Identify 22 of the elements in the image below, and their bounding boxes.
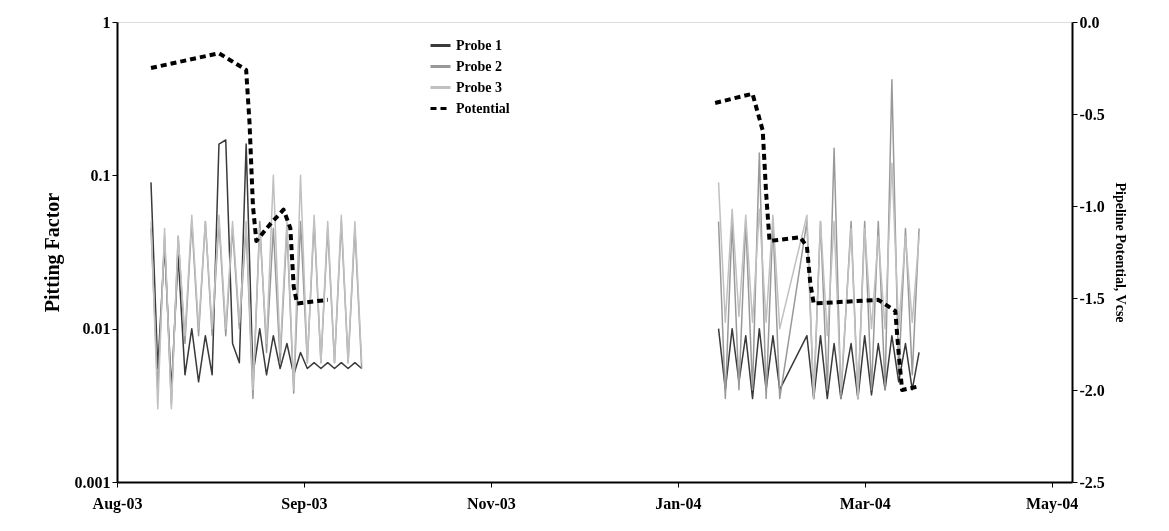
y-tick-label: 1 <box>102 13 111 31</box>
x-tick-label: Mar-04 <box>839 494 891 512</box>
y2-tick-label: -1.0 <box>1079 197 1105 215</box>
legend-label: Probe 1 <box>456 37 503 53</box>
y-tick-label: 0.001 <box>74 473 111 491</box>
y2-tick-label: 0.0 <box>1079 13 1100 31</box>
y2-tick-label: -2.0 <box>1079 381 1105 399</box>
y-axis-title: Pitting Factor <box>40 192 64 313</box>
x-tick-label: Sep-03 <box>281 494 328 513</box>
y2-tick-label: -0.5 <box>1079 105 1105 123</box>
y2-tick-label: -2.5 <box>1079 473 1105 491</box>
y2-tick-label: -1.5 <box>1079 289 1105 307</box>
legend-label: Probe 3 <box>456 79 503 95</box>
legend-label: Probe 2 <box>456 58 503 74</box>
legend-label: Potential <box>456 100 510 116</box>
x-tick-label: Aug-03 <box>92 494 143 513</box>
x-tick-label: Jan-04 <box>655 494 702 512</box>
y2-axis-title: Pipeline Potential, Vcse <box>1112 182 1128 323</box>
x-tick-label: Nov-03 <box>466 494 516 512</box>
y-tick-label: 0.1 <box>90 166 111 184</box>
x-tick-label: May-04 <box>1025 494 1079 513</box>
y-tick-label: 0.01 <box>82 320 111 338</box>
